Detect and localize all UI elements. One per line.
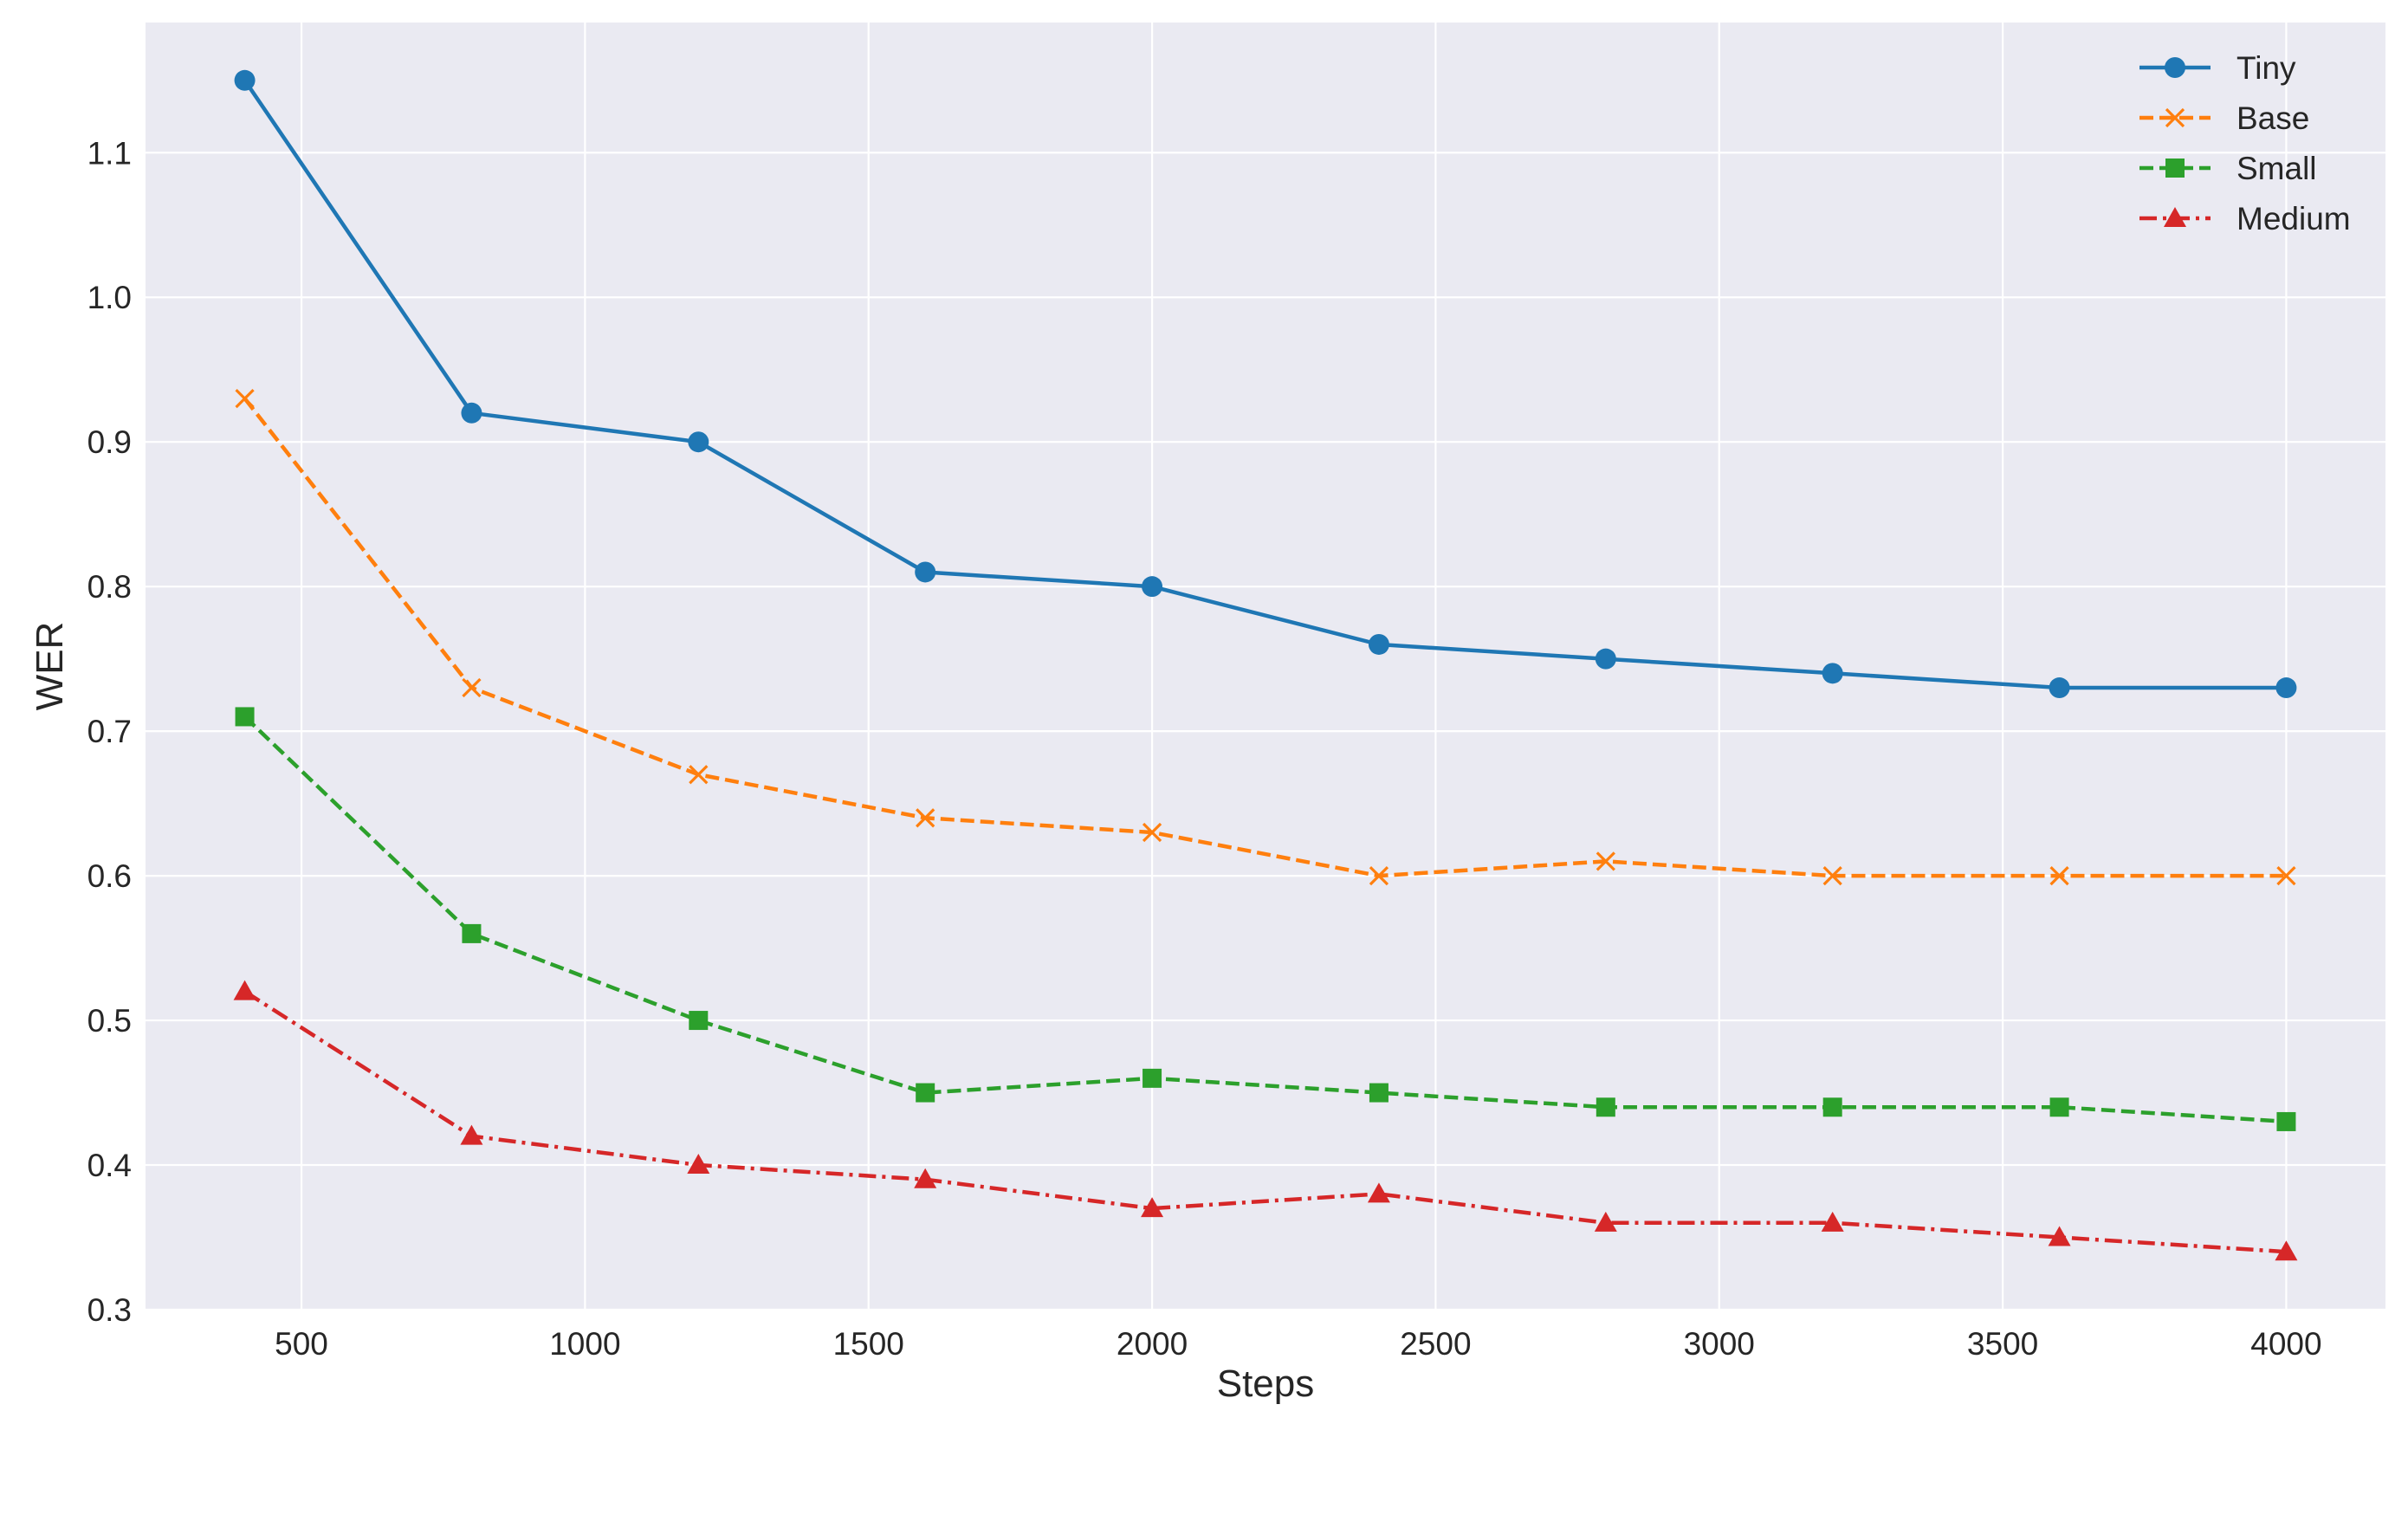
data-point-tiny — [915, 561, 936, 583]
x-tick-label: 500 — [275, 1326, 328, 1362]
series-base — [235, 388, 2296, 886]
y-tick-label: 0.3 — [87, 1292, 132, 1328]
data-point-tiny — [1595, 648, 1616, 670]
data-point-medium — [1141, 1197, 1164, 1218]
y-tick-label: 0.9 — [87, 424, 132, 460]
series-line-medium — [243, 989, 2287, 1254]
legend-label: Base — [2236, 100, 2309, 136]
data-point-tiny — [1142, 576, 1163, 598]
data-point-tiny — [2049, 677, 2070, 699]
data-point-base — [235, 388, 255, 409]
data-point-base — [2276, 865, 2296, 886]
y-tick-label: 0.8 — [87, 569, 132, 605]
data-point-base — [916, 808, 935, 828]
data-point-base — [1822, 865, 1842, 886]
legend-item-base: Base — [2139, 100, 2309, 136]
series-line-tiny — [243, 79, 2287, 690]
y-axis-title: WER — [29, 622, 71, 711]
x-tick-label: 3000 — [1684, 1326, 1755, 1362]
x-tick-label: 3500 — [1967, 1326, 2038, 1362]
data-point-small — [1822, 1097, 1842, 1117]
data-point-base — [689, 765, 709, 785]
data-point-tiny — [1368, 633, 1389, 655]
series-medium — [233, 980, 2298, 1261]
legend-label: Tiny — [2236, 50, 2296, 86]
data-point-tiny — [234, 69, 256, 91]
data-point-medium — [1594, 1211, 1617, 1232]
data-point-small — [2276, 1111, 2296, 1131]
legend-marker-tiny — [2165, 57, 2185, 78]
data-point-tiny — [2275, 677, 2297, 699]
data-point-small — [916, 1083, 935, 1103]
tick-labels: 500 1000 1500 2000 2500 3000 3500 4000 0.3 0.4 0.5… — [87, 135, 2322, 1362]
data-point-medium — [1821, 1211, 1844, 1232]
data-point-base — [462, 677, 482, 698]
legend-label: Medium — [2236, 201, 2351, 236]
x-tick-label: 1500 — [833, 1326, 904, 1362]
series-small — [235, 707, 2296, 1131]
data-point-medium — [460, 1124, 483, 1145]
x-tick-label: 2000 — [1117, 1326, 1188, 1362]
data-point-medium — [2048, 1226, 2071, 1246]
data-point-tiny — [461, 402, 482, 424]
data-point-base — [1596, 851, 1615, 871]
y-tick-label: 1.0 — [87, 280, 132, 315]
x-tick-label: 4000 — [2250, 1326, 2321, 1362]
series-line-small — [243, 715, 2287, 1124]
data-point-small — [1369, 1083, 1388, 1103]
data-point-base — [2049, 865, 2069, 886]
legend-label: Small — [2236, 151, 2317, 186]
data-point-tiny — [688, 431, 709, 453]
data-point-small — [2049, 1097, 2069, 1117]
y-tick-label: 0.7 — [87, 714, 132, 749]
plot-area — [146, 23, 2385, 1310]
legend-item-small: Small — [2139, 151, 2317, 186]
x-tick-label: 2500 — [1400, 1326, 1471, 1362]
series-line-base — [243, 397, 2287, 878]
x-axis-title: Steps — [1217, 1362, 1315, 1405]
data-point-medium — [233, 980, 256, 1000]
data-point-medium — [1367, 1182, 1390, 1203]
legend-item-medium: Medium — [2139, 201, 2351, 236]
legend-item-tiny: Tiny — [2139, 50, 2296, 86]
data-point-medium — [2275, 1240, 2298, 1261]
y-tick-label: 0.5 — [87, 1003, 132, 1039]
legend-marker-small — [2165, 159, 2185, 178]
y-tick-label: 0.4 — [87, 1148, 132, 1183]
data-point-medium — [687, 1154, 710, 1175]
data-point-small — [235, 707, 255, 727]
y-tick-label: 1.1 — [87, 135, 132, 171]
data-point-medium — [914, 1168, 937, 1188]
data-point-small — [1596, 1097, 1615, 1117]
data-point-base — [1142, 822, 1162, 843]
data-point-base — [1369, 865, 1389, 886]
series-tiny — [234, 69, 2297, 699]
data-point-tiny — [1822, 663, 1843, 684]
y-tick-label: 0.6 — [87, 858, 132, 894]
legend-marker-medium — [2164, 207, 2186, 227]
data-point-small — [689, 1011, 709, 1031]
data-point-small — [462, 923, 482, 943]
x-tick-label: 1000 — [549, 1326, 620, 1362]
series-layer — [233, 69, 2298, 1261]
data-point-small — [1143, 1068, 1162, 1088]
legend-marker-base — [2165, 107, 2185, 128]
legend: Tiny Base Small Medium — [2139, 50, 2351, 236]
